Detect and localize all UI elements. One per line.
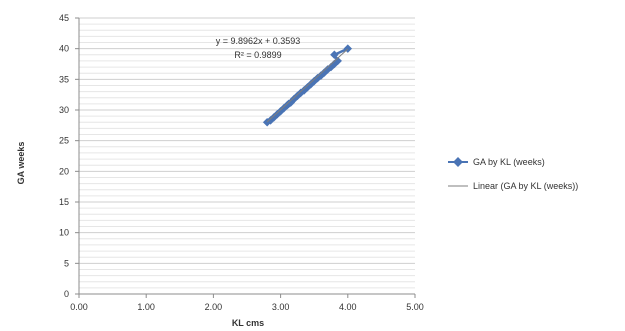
legend-series-marker <box>453 157 463 167</box>
x-tick-label: 0.00 <box>70 302 88 312</box>
y-tick-label: 5 <box>64 258 69 268</box>
x-axis-title: KL cms <box>232 318 264 328</box>
y-tick-label: 20 <box>59 166 69 176</box>
legend: GA by KL (weeks) Linear (GA by KL (weeks… <box>448 157 578 191</box>
x-tick-labels: 0.00 1.00 2.00 3.00 4.00 5.00 <box>70 302 424 312</box>
y-tick-label: 0 <box>64 289 69 299</box>
axes <box>75 17 416 298</box>
x-tick-label: 4.00 <box>339 302 357 312</box>
y-axis-title: GA weeks <box>16 142 26 185</box>
y-tick-label: 10 <box>59 228 69 238</box>
y-tick-label: 40 <box>59 44 69 54</box>
y-tick-label: 25 <box>59 136 69 146</box>
y-tick-labels: 0 5 10 15 20 25 30 35 40 45 <box>59 13 69 299</box>
grid-lines <box>79 17 415 295</box>
y-tick-label: 45 <box>59 13 69 23</box>
data-point <box>330 50 339 60</box>
y-tick-label: 30 <box>59 105 69 115</box>
series-layer <box>262 44 353 127</box>
x-tick-label: 1.00 <box>137 302 155 312</box>
x-tick-label: 5.00 <box>406 302 424 312</box>
y-tick-label: 35 <box>59 74 69 84</box>
x-tick-label: 3.00 <box>272 302 290 312</box>
r-squared-label: R² = 0.9899 <box>234 50 281 60</box>
x-tick-label: 2.00 <box>205 302 223 312</box>
y-tick-label: 15 <box>59 197 69 207</box>
data-point <box>333 56 342 66</box>
legend-series-label: GA by KL (weeks) <box>473 157 545 167</box>
legend-trendline-label: Linear (GA by KL (weeks)) <box>473 181 578 191</box>
trendline-equation: y = 9.8962x + 0.3593 <box>216 36 301 46</box>
trendline <box>266 48 349 123</box>
